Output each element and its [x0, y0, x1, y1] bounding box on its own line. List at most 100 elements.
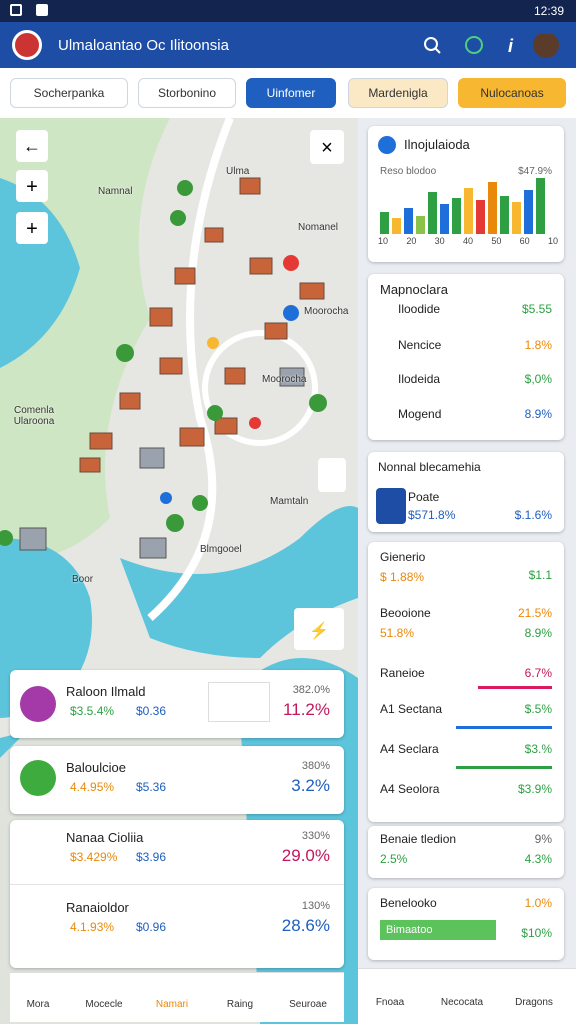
stats-card[interactable]: Gienerio $1.1 $ 1.88% Beooione 21.5% 51.8%… — [368, 542, 564, 822]
card-title: Ranaioldor — [66, 900, 129, 915]
tab[interactable]: Storbonino — [138, 78, 236, 108]
row-value: 8.9% — [524, 626, 552, 640]
nav-item[interactable]: Necocata — [440, 997, 484, 1008]
feature-card[interactable]: Nonnal blecamehia Poate $571.8% $.1.6% — [368, 452, 564, 532]
mini-bar-chart — [380, 178, 545, 234]
card-title: Nanaa Cioliia — [66, 830, 144, 845]
row-value: 1.8% — [524, 338, 552, 352]
stat: 9% — [534, 832, 552, 846]
row-label: A1 Sectana — [380, 702, 443, 716]
stat: $.1.6% — [514, 508, 552, 522]
stat: 4.4.95% — [70, 780, 115, 794]
tick-label: 50 — [491, 236, 502, 246]
row-value: $.5% — [524, 702, 552, 716]
icon — [20, 686, 56, 722]
list-card[interactable]: Mapnoclara Iloodide $5.55 Nencice 1.8% Ilo… — [368, 274, 564, 440]
stat: 1.0% — [524, 896, 552, 910]
progress-card[interactable]: Benelooko 1.0% Bimaatoo $10% — [368, 888, 564, 960]
tick-label: 20 — [406, 236, 417, 246]
stat: 2.5% — [380, 852, 408, 866]
row-label: A4 Seclara — [380, 742, 439, 756]
app-bar: Ulmaloantao Oc Ilitoonsia i — [0, 22, 576, 68]
row-label: $ 1.88% — [380, 570, 425, 584]
chart-card[interactable]: Ilnojulaioda Reso blodoo $47.9% 10 20 30 40… — [368, 126, 564, 262]
nav-item[interactable]: Dragons — [515, 997, 553, 1008]
nav-item[interactable]: Mora — [26, 999, 50, 1010]
svg-text:⚡: ⚡ — [309, 621, 329, 640]
bottom-nav: Fnoaa Necocata Dragons — [358, 968, 576, 1024]
progress-bar — [478, 686, 552, 689]
tab[interactable]: Mardenigla — [348, 78, 448, 108]
label: Poate — [408, 490, 440, 504]
card-title: Mapnoclara — [380, 282, 448, 297]
mini-chart — [208, 682, 270, 722]
row-value: 8.9% — [524, 407, 552, 421]
row-label: Iloodide — [398, 302, 441, 316]
svg-text:×: × — [321, 137, 333, 159]
place-card[interactable]: Raloon Ilmald $3.5.4% $0.36 382.0% 11.2% — [10, 670, 344, 738]
small-card[interactable]: Benaie tledion 9% 2.5% 4.3% — [368, 826, 564, 878]
stat: $3.429% — [70, 850, 118, 864]
nav-item[interactable]: Fnoaa — [375, 997, 405, 1008]
card-title: Benaie tledion — [380, 832, 457, 846]
stat: 380% — [301, 760, 330, 772]
map-label: Nomanel — [298, 222, 339, 233]
stat: 382.0% — [292, 684, 330, 696]
icon — [378, 136, 396, 154]
row-label: Ilodeida — [398, 372, 441, 386]
row-label: Nencice — [398, 338, 442, 352]
tick-label: 10 — [547, 236, 558, 246]
stat: $0.96 — [136, 920, 167, 934]
stat: $0.36 — [136, 704, 167, 718]
card-title: Benelooko — [380, 896, 437, 910]
map-label: Mamtaln — [270, 496, 309, 507]
row-label: 51.8% — [380, 626, 415, 640]
map-label: Namnal — [98, 186, 133, 197]
nav-item[interactable]: Seuroae — [289, 999, 327, 1010]
stat: 4.3% — [524, 852, 552, 866]
stat: 11.2% — [283, 700, 330, 719]
label: Reso blodoo — [380, 166, 437, 177]
stat: 330% — [301, 830, 330, 842]
row-value: $5.55 — [521, 302, 552, 316]
stat: 4.1.93% — [70, 920, 115, 934]
tick-label: 10 — [378, 236, 389, 246]
app-logo[interactable] — [12, 30, 42, 60]
nav-item[interactable]: Mocecle — [85, 999, 123, 1010]
time: 12:39 — [533, 4, 564, 18]
map-label: Comenla Ularoona — [13, 405, 55, 427]
card-title: Raloon Ilmald — [66, 684, 146, 699]
axis-labels: 10 20 30 40 50 60 10 — [378, 236, 558, 246]
nav-item[interactable]: Namari — [155, 999, 189, 1010]
row-value: $3.9% — [517, 782, 552, 796]
row-value: 21.5% — [517, 606, 552, 620]
tick-label: 40 — [462, 236, 473, 246]
app-actions[interactable]: i — [422, 34, 562, 60]
label: $47.9% — [518, 166, 552, 177]
stat: $10% — [521, 926, 552, 940]
tab[interactable]: Nulocanoas — [458, 78, 566, 108]
place-card[interactable]: Nanaa Cioliia $3.429% $3.96 330% 29.0% R… — [10, 820, 344, 968]
svg-text:i: i — [508, 36, 514, 56]
tab[interactable]: Uinfomer — [246, 78, 336, 108]
place-card[interactable]: Baloulcioe 4.4.95% $5.36 380% 3.2% — [10, 746, 344, 814]
row-value: $1.1 — [528, 568, 552, 582]
nav-item[interactable]: Raing — [226, 999, 254, 1010]
stat: 3.2% — [291, 776, 330, 795]
card-title: Nonnal blecamehia — [378, 460, 481, 474]
svg-text:+: + — [26, 218, 38, 240]
progress-bar — [456, 766, 552, 769]
row-value: $3.% — [524, 742, 552, 756]
bar-label: Bimaatoo — [386, 924, 433, 936]
stat: $571.8% — [408, 508, 456, 522]
card-title: Baloulcioe — [66, 760, 126, 775]
svg-text:+: + — [26, 176, 38, 198]
icon — [376, 488, 406, 524]
map-label: Boor — [72, 574, 94, 585]
stat: $3.5.4% — [70, 704, 115, 718]
bottom-nav: Mora Mocecle Namari Raing Seuroae — [10, 972, 344, 1022]
tab[interactable]: Socherpanka — [10, 78, 128, 108]
stat: $5.36 — [136, 780, 167, 794]
row-label: Mogend — [398, 407, 442, 421]
